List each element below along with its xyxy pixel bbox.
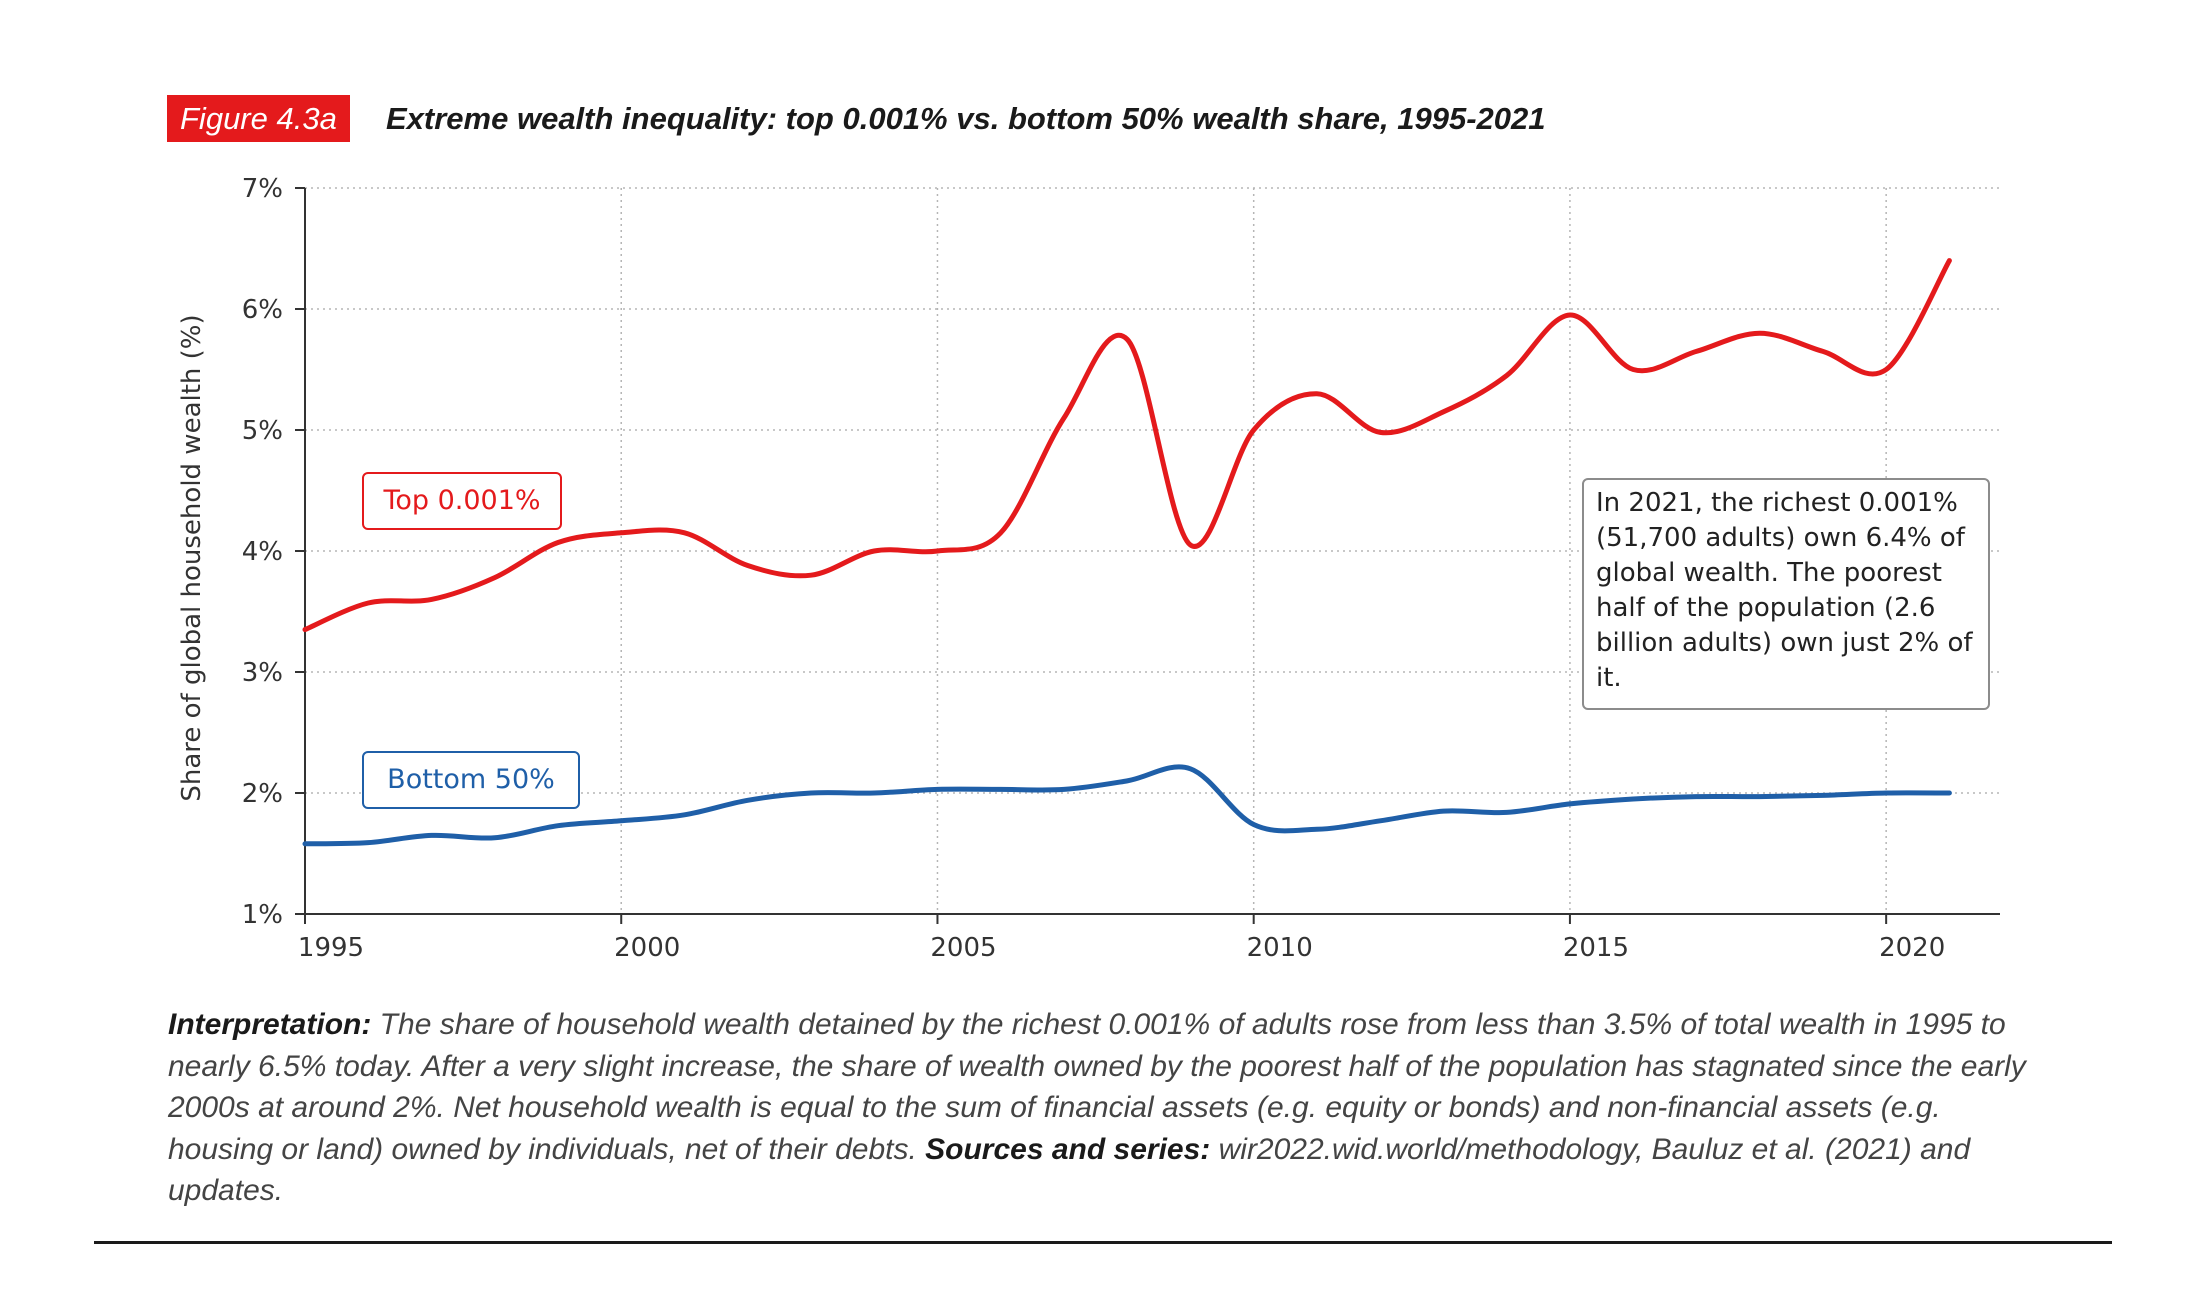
interpretation-label: Interpretation: bbox=[168, 1008, 372, 1041]
figure-label: Figure 4.3a bbox=[167, 95, 350, 142]
y-axis-label: Share of global household wealth (%) bbox=[177, 314, 207, 801]
legend-top-0001: Top 0.001% bbox=[362, 472, 562, 530]
sources-text: wir2022.wid.world/methodology, Bauluz et… bbox=[168, 1132, 1971, 1208]
x-tick-label: 2000 bbox=[614, 933, 680, 963]
grid bbox=[305, 187, 2000, 914]
x-tick-label: 2010 bbox=[1247, 933, 1313, 963]
interpretation-caption: Interpretation: The share of household w… bbox=[168, 1004, 2038, 1212]
bottom-rule bbox=[94, 1241, 2112, 1244]
legend-bottom-50: Bottom 50% bbox=[362, 751, 580, 809]
interpretation-text: The share of household wealth detained b… bbox=[168, 1008, 2026, 1166]
x-tick-label: 2020 bbox=[1879, 933, 1945, 963]
y-tick-label: 6% bbox=[242, 295, 283, 325]
y-tick-label: 7% bbox=[242, 174, 283, 204]
x-tick-label: 1995 bbox=[298, 933, 364, 963]
x-tick-label: 2015 bbox=[1563, 933, 1629, 963]
series-line-bottom-50 bbox=[302, 764, 1952, 847]
axes bbox=[295, 187, 2000, 924]
series-lines bbox=[302, 258, 1952, 847]
y-tick-label: 5% bbox=[242, 416, 283, 446]
y-tick-label: 4% bbox=[242, 537, 283, 567]
y-tick-label: 1% bbox=[242, 900, 283, 930]
annotation-box: In 2021, the richest 0.001% (51,700 adul… bbox=[1582, 478, 1990, 710]
y-tick-label: 2% bbox=[242, 779, 283, 809]
tick-labels: 1% 2% 3% 4% 5% 6% 7% 1995 2000 2005 2010 2015 2020 bbox=[242, 174, 1945, 963]
sources-label: Sources and series: bbox=[925, 1132, 1211, 1166]
x-tick-label: 2005 bbox=[930, 933, 996, 963]
y-tick-label: 3% bbox=[242, 658, 283, 688]
series-line-top-0001 bbox=[302, 258, 1952, 633]
figure-title: Extreme wealth inequality: top 0.001% vs… bbox=[386, 101, 1546, 136]
